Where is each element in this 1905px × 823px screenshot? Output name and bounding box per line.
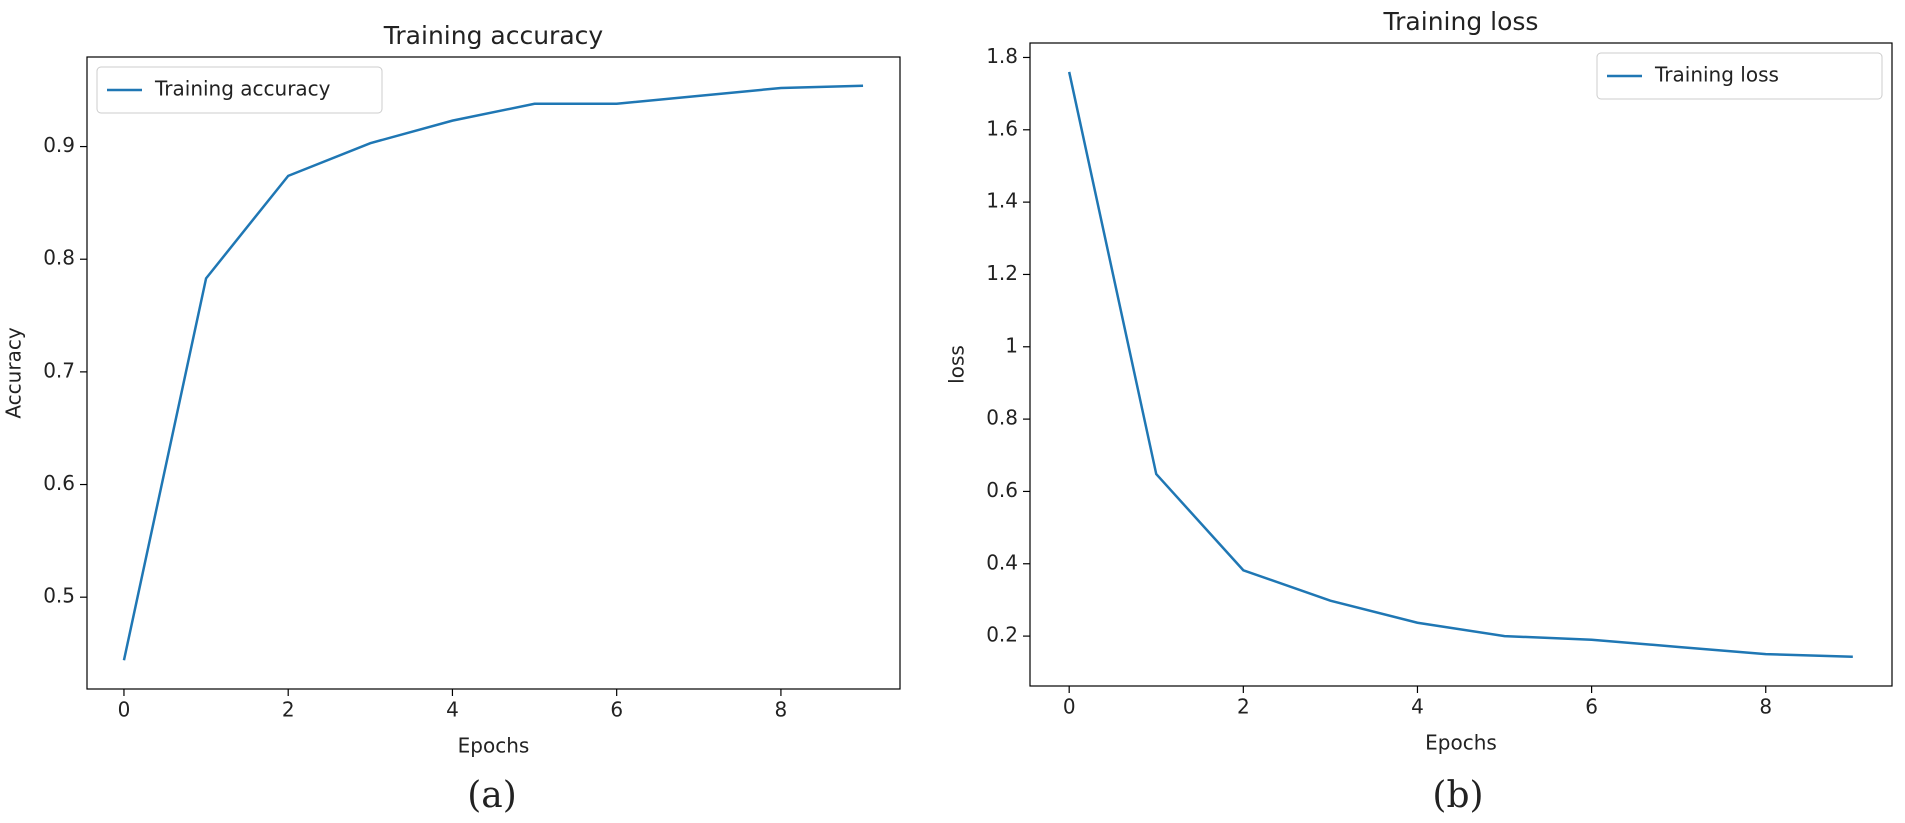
legend-label: Training accuracy — [154, 77, 331, 101]
y-tick-label: 1.6 — [986, 116, 1018, 140]
x-tick-label: 6 — [610, 698, 623, 722]
legend-box — [1596, 52, 1883, 100]
x-tick-label: 2 — [282, 698, 295, 722]
x-tick-label: 8 — [1759, 695, 1772, 719]
plot-frame — [1029, 42, 1893, 687]
y-tick-label: 0.9 — [43, 133, 75, 157]
x-tick-label: 4 — [446, 698, 459, 722]
y-tick-label: 1.4 — [986, 189, 1018, 213]
y-axis-label: Accuracy — [2, 327, 26, 418]
plot-frame — [86, 56, 901, 690]
x-axis-label: Epochs — [1425, 731, 1497, 755]
y-tick-label: 1.8 — [986, 44, 1018, 68]
x-tick-label: 4 — [1411, 695, 1424, 719]
y-tick-label: 0.5 — [43, 584, 75, 608]
x-tick-label: 0 — [118, 698, 131, 722]
y-tick-label: 0.6 — [43, 471, 75, 495]
x-tick-label: 8 — [775, 698, 788, 722]
y-axis-label: loss — [945, 345, 969, 384]
chart-title: Training accuracy — [383, 21, 604, 50]
y-tick-label: 0.4 — [986, 550, 1018, 574]
y-tick-label: 0.7 — [43, 358, 75, 382]
x-tick-label: 0 — [1063, 695, 1076, 719]
data-line — [122, 84, 864, 661]
y-tick-label: 0.8 — [986, 406, 1018, 430]
data-line — [1067, 71, 1853, 658]
x-axis-label: Epochs — [458, 734, 530, 758]
legend-box — [96, 66, 383, 114]
y-tick-label: 1.2 — [986, 261, 1018, 285]
y-tick-label: 0.8 — [43, 246, 75, 270]
caption: (b) — [1432, 775, 1483, 816]
chart-title: Training loss — [1383, 7, 1539, 36]
x-tick-label: 6 — [1585, 695, 1598, 719]
x-tick-label: 2 — [1237, 695, 1250, 719]
y-tick-label: 1 — [1005, 333, 1018, 357]
y-tick-label: 0.6 — [986, 478, 1018, 502]
legend-label: Training loss — [1654, 63, 1779, 87]
caption: (a) — [467, 775, 517, 816]
y-tick-label: 0.2 — [986, 623, 1018, 647]
